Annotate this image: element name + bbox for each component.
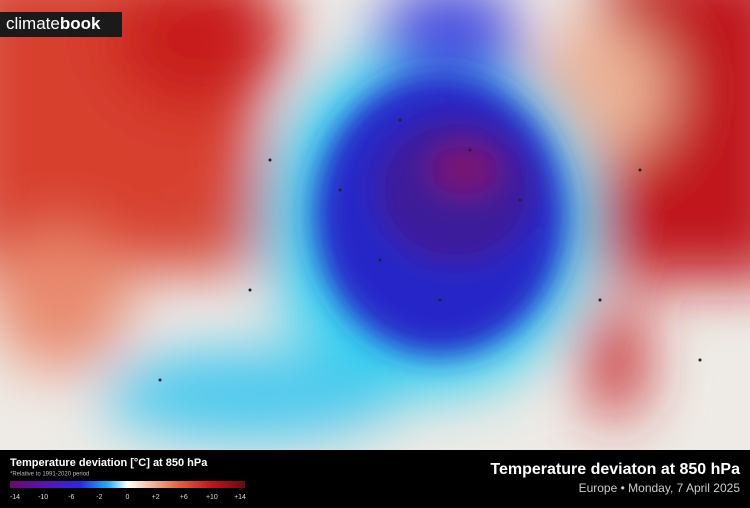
legend-tick: +14 [234, 494, 246, 501]
logo-bold: book [60, 14, 101, 33]
title: Temperature deviaton at 850 hPa [490, 461, 740, 478]
city-dots [158, 118, 702, 382]
logo: climatebook [0, 12, 122, 37]
logo-light: climate [6, 14, 60, 33]
legend-tick: +10 [206, 494, 218, 501]
logo-text: climatebook [6, 14, 101, 33]
subtitle: Europe • Monday, 7 April 2025 [579, 481, 741, 495]
legend-tick: -14 [10, 494, 20, 501]
map [0, 0, 750, 450]
legend-tick: +2 [152, 494, 160, 501]
legend-note: *Relative to 1991-2020 period [10, 472, 89, 478]
legend-title: Temperature deviation [°C] at 850 hPa [10, 457, 208, 469]
legend-tick: +6 [180, 494, 188, 501]
legend-tick: 0 [126, 494, 130, 501]
footer-bar [0, 450, 750, 508]
legend-tick: -6 [68, 494, 74, 501]
legend-tick: -10 [38, 494, 48, 501]
legend-tick: -2 [96, 494, 102, 501]
colorbar [10, 481, 245, 488]
